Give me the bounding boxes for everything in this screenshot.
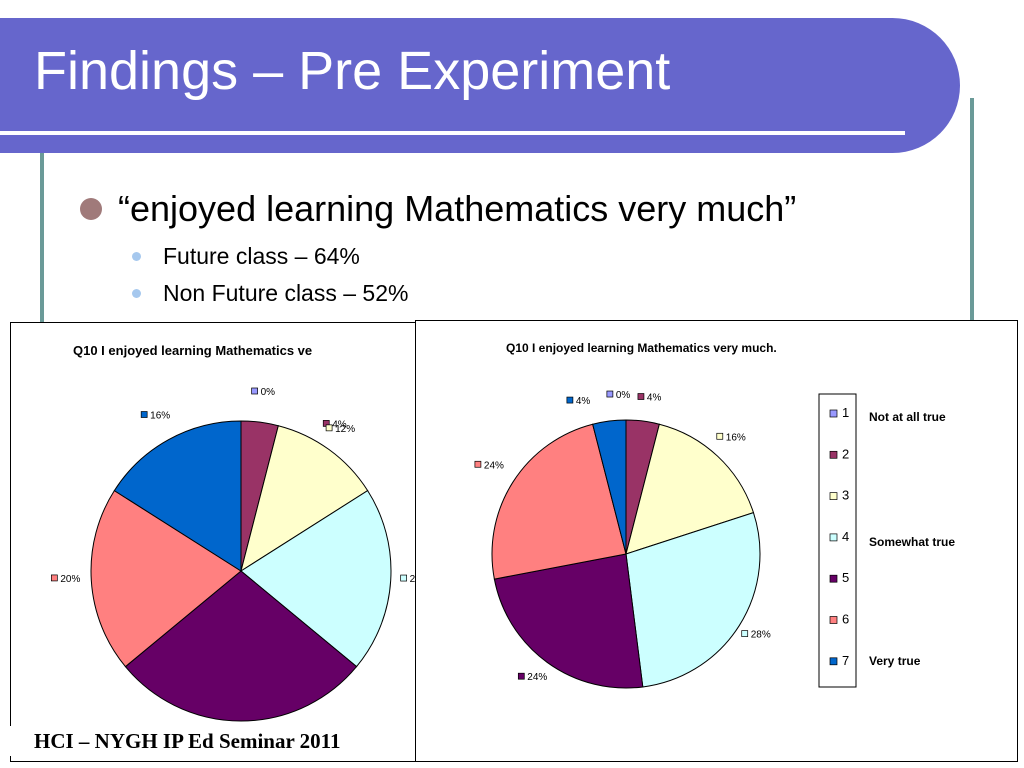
legend-swatch [829, 492, 838, 500]
data-label-swatch [716, 432, 724, 440]
data-label-4: 2 [400, 574, 416, 585]
legend-swatch [829, 616, 838, 624]
data-label-swatch [517, 672, 525, 680]
data-label-text: 2 [410, 574, 416, 585]
pie-chart-right: Q10 I enjoyed learning Mathematics very … [474, 341, 955, 689]
legend-item-3: 3 [829, 488, 849, 503]
legend-item-2: 2 [829, 446, 849, 461]
pie-slice-7 [592, 419, 627, 555]
main-bullet-text: “enjoyed learning Mathematics very much” [118, 188, 797, 229]
data-label-swatch [566, 396, 574, 404]
data-label-text: 4% [332, 419, 347, 430]
data-label-swatch [140, 411, 148, 418]
data-label-3: 12% [325, 424, 355, 435]
data-label-7: 4% [566, 396, 591, 407]
legend-label: 4 [842, 529, 849, 544]
sub-bullet-dot-icon [132, 289, 141, 298]
legend-label: 6 [842, 612, 849, 627]
legend-item-6: 6 [829, 612, 849, 627]
chart-future-class: Q10 I enjoyed learning Mathematics ve 0%… [10, 322, 432, 762]
data-label-text: 16% [150, 411, 170, 422]
data-label-swatch [400, 574, 408, 582]
legend-label: 2 [842, 446, 849, 461]
sub-bullet-2: Non Future class – 52% [132, 280, 408, 307]
data-label-6: 20% [50, 574, 80, 585]
data-label-3: 16% [716, 432, 746, 443]
sub-bullet-1: Future class – 64% [132, 243, 360, 270]
legend-item-5: 5 [829, 570, 849, 585]
data-label-text: 0% [616, 390, 631, 401]
data-label-4: 28% [741, 630, 771, 641]
data-label-text: 4% [576, 396, 591, 407]
legend-description-1: Not at all true [869, 410, 946, 424]
chart-non-future-class: Q10 I enjoyed learning Mathematics very … [415, 320, 1018, 762]
pie-chart-left: Q10 I enjoyed learning Mathematics ve 0%… [50, 343, 416, 746]
data-label-swatch [637, 393, 645, 400]
data-label-text: 0% [261, 387, 276, 398]
footer-text: HCI – NYGH IP Ed Seminar 2011 [10, 726, 412, 756]
data-label-5: 24% [517, 672, 547, 683]
data-label-swatch [325, 424, 333, 432]
data-label-swatch [606, 390, 614, 398]
data-label-2: 4% [637, 393, 662, 404]
legend-label: 1 [842, 405, 849, 420]
legend-label: 3 [842, 488, 849, 503]
data-label-6: 24% [474, 460, 504, 471]
data-label-text: 20% [60, 574, 80, 585]
legend-swatch [829, 533, 838, 542]
data-label-swatch [741, 630, 749, 637]
legend-swatch [829, 409, 838, 418]
pie-slice-7 [113, 420, 242, 572]
data-label-swatch [474, 460, 482, 468]
main-bullet: “enjoyed learning Mathematics very much” [80, 188, 796, 230]
pie-slice-6 [491, 423, 627, 580]
data-label-text: 24% [484, 460, 504, 471]
legend-description-4: Somewhat true [869, 535, 955, 549]
pie-slice-4 [240, 489, 392, 668]
data-label-7: 16% [140, 411, 170, 422]
data-label-1: 0% [251, 387, 276, 398]
pie-slice-3 [240, 425, 369, 573]
legend-item-7: 7 [829, 653, 849, 668]
chart-title: Q10 I enjoyed learning Mathematics very … [506, 341, 777, 355]
data-label-text: 12% [335, 424, 355, 435]
pie-slice-4 [625, 511, 761, 688]
sub-bullet-dot-icon [132, 252, 141, 261]
chart-title: Q10 I enjoyed learning Mathematics ve [73, 343, 312, 358]
pie-slice-5 [124, 570, 358, 722]
pie-slice-5 [493, 553, 644, 689]
data-label-swatch [251, 387, 258, 395]
pie-slice-3 [625, 423, 755, 555]
data-label-text: 24% [527, 672, 547, 683]
legend-item-1: 1 [829, 405, 849, 420]
data-label-1: 0% [606, 390, 631, 401]
title-banner [0, 18, 960, 153]
legend-description-7: Very true [869, 654, 921, 668]
legend-swatch [829, 657, 838, 666]
legend-label: 7 [842, 653, 849, 668]
legend-item-4: 4 [829, 529, 849, 544]
legend-swatch [829, 450, 838, 459]
sub-bullet-text: Future class – 64% [163, 243, 360, 269]
frame-right-line [970, 98, 974, 328]
data-label-text: 28% [751, 630, 771, 641]
frame-left-line [40, 150, 44, 325]
title-underline [0, 131, 905, 135]
bullet-dot-icon [80, 198, 102, 220]
pie-slice-6 [90, 489, 242, 668]
data-label-text: 4% [647, 393, 662, 404]
legend-swatch [829, 574, 838, 583]
sub-bullet-text: Non Future class – 52% [163, 280, 409, 306]
data-label-swatch [50, 574, 58, 582]
legend-box [818, 393, 857, 688]
slide-title: Findings – Pre Experiment [34, 41, 671, 101]
data-label-text: 16% [726, 432, 746, 443]
legend-label: 5 [842, 570, 849, 585]
